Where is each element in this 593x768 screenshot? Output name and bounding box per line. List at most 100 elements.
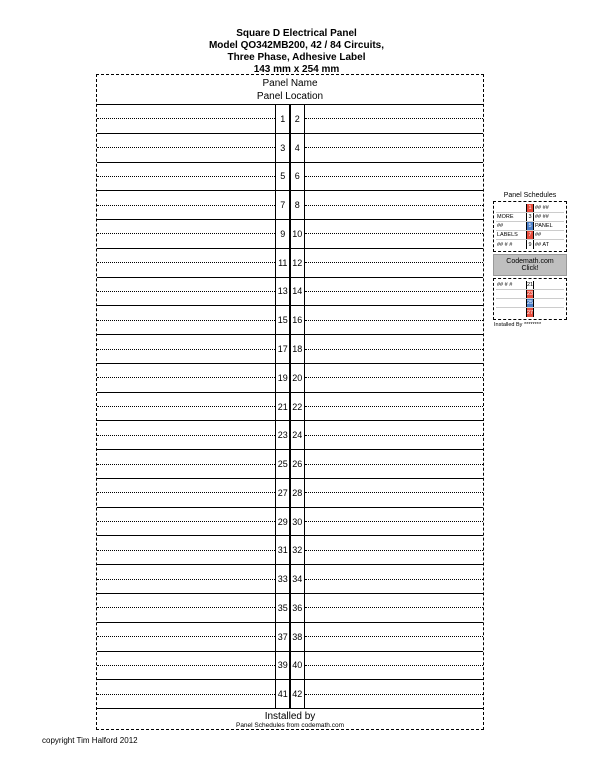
header-line-1: Square D Electrical Panel [0,28,593,40]
circuit-left-desc [97,594,275,622]
thumb-num: 9 [526,240,534,249]
circuit-left-desc [97,565,275,593]
circuit-left-desc [97,623,275,651]
circuit-left-desc [97,220,275,248]
circuit-left-desc [97,191,275,219]
circuit-left-desc [97,450,275,478]
circuit-number-left: 37 [275,623,289,651]
thumb-row: ## # #21 [496,281,564,290]
circuit-number-right: 30 [291,508,305,536]
circuit-number-left: 25 [275,450,289,478]
circuit-row: 3132 [97,536,483,565]
thumb-num: 21 [526,281,534,289]
circuit-number-right: 4 [291,134,305,162]
circuit-right-desc [305,335,483,363]
thumb-right: PANEL [534,223,564,229]
circuit-row: 2324 [97,421,483,450]
circuit-right-desc [305,479,483,507]
circuit-right-desc [305,565,483,593]
thumb-row: 27 [496,308,564,317]
thumb-row: 23 [496,290,564,299]
header-line-2: Model QO342MB200, 42 / 84 Circuits, [0,40,593,52]
circuit-number-left: 9 [275,220,289,248]
circuit-number-left: 3 [275,134,289,162]
circuit-right-desc [305,652,483,680]
circuit-number-right: 6 [291,163,305,191]
thumb-bottom-frame: ## # #21232527 [493,278,567,320]
circuit-left-desc [97,278,275,306]
circuit-right-desc [305,134,483,162]
circuit-row: 1718 [97,335,483,364]
thumb-title: Panel Schedules [493,192,567,199]
circuit-number-right: 32 [291,536,305,564]
circuit-right-desc [305,393,483,421]
circuit-number-left: 5 [275,163,289,191]
circuit-number-right: 22 [291,393,305,421]
circuit-number-left: 33 [275,565,289,593]
circuit-number-right: 8 [291,191,305,219]
circuit-row: 78 [97,191,483,220]
circuit-left-desc [97,652,275,680]
circuit-left-desc [97,393,275,421]
circuit-number-right: 36 [291,594,305,622]
circuit-number-right: 2 [291,105,305,133]
panel-location-label: Panel Location [97,90,483,103]
circuit-row: 910 [97,220,483,249]
thumb-row: 1## ## [496,204,564,213]
thumb-left: ## [496,223,526,229]
circuit-number-right: 40 [291,652,305,680]
circuit-row: 1920 [97,364,483,393]
circuit-number-right: 14 [291,278,305,306]
thumb-right: ## ## [534,205,564,211]
circuit-number-left: 41 [275,680,289,708]
circuit-right-desc [305,536,483,564]
circuit-number-right: 26 [291,450,305,478]
circuit-number-left: 23 [275,421,289,449]
circuit-right-desc [305,680,483,708]
circuit-number-right: 10 [291,220,305,248]
thumb-banner-line1: Codemath.com [494,258,566,265]
thumb-row: LABELS7## [496,231,564,240]
circuit-right-desc [305,364,483,392]
circuit-right-desc [305,163,483,191]
circuit-right-desc [305,306,483,334]
circuit-left-desc [97,105,275,133]
circuit-left-desc [97,134,275,162]
panel-schedule-frame: Panel Name Panel Location 12345678910111… [96,74,484,730]
circuit-number-right: 12 [291,249,305,277]
circuit-right-desc [305,508,483,536]
thumb-num: 27 [526,308,534,317]
circuit-right-desc [305,249,483,277]
thumb-right: ## [534,232,564,238]
circuit-number-right: 28 [291,479,305,507]
circuit-left-desc [97,163,275,191]
circuit-number-right: 34 [291,565,305,593]
thumb-top-frame: 1## ##MORE3## ####5PANELLABELS7#### # #9… [493,201,567,252]
thumb-banner[interactable]: Codemath.com Click! [493,254,567,276]
installed-by-label: Installed by [97,711,483,722]
circuit-left-desc [97,364,275,392]
circuit-number-right: 16 [291,306,305,334]
thumb-row: MORE3## ## [496,213,564,222]
circuit-row: 3738 [97,623,483,652]
circuit-left-desc [97,249,275,277]
circuit-row: 2930 [97,508,483,537]
circuit-left-desc [97,335,275,363]
circuit-number-left: 29 [275,508,289,536]
circuit-row: 3536 [97,594,483,623]
circuit-right-desc [305,191,483,219]
circuit-row: 34 [97,134,483,163]
circuit-row: 12 [97,105,483,134]
circuit-number-left: 35 [275,594,289,622]
circuit-row: 56 [97,163,483,192]
copyright-text: copyright Tim Halford 2012 [42,736,138,745]
circuit-row: 1314 [97,278,483,307]
circuit-number-right: 38 [291,623,305,651]
circuit-number-right: 20 [291,364,305,392]
thumb-num: 23 [526,290,534,298]
thumb-left: LABELS [496,232,526,238]
thumb-banner-line2: Click! [494,265,566,272]
header-line-3: Three Phase, Adhesive Label [0,52,593,64]
thumb-installed: Installed By ******** [493,320,567,328]
circuit-row: 2122 [97,393,483,422]
